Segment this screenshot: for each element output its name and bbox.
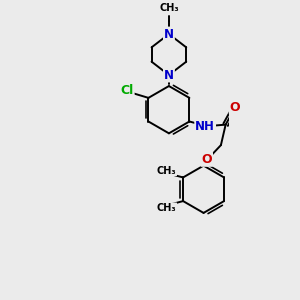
Text: N: N — [164, 68, 174, 82]
Text: CH₃: CH₃ — [157, 166, 176, 176]
Text: CH₃: CH₃ — [159, 3, 179, 13]
Text: O: O — [230, 101, 240, 114]
Text: N: N — [164, 28, 174, 40]
Text: CH₃: CH₃ — [157, 203, 176, 213]
Text: NH: NH — [195, 120, 215, 133]
Text: O: O — [201, 153, 212, 166]
Text: Cl: Cl — [120, 84, 134, 97]
